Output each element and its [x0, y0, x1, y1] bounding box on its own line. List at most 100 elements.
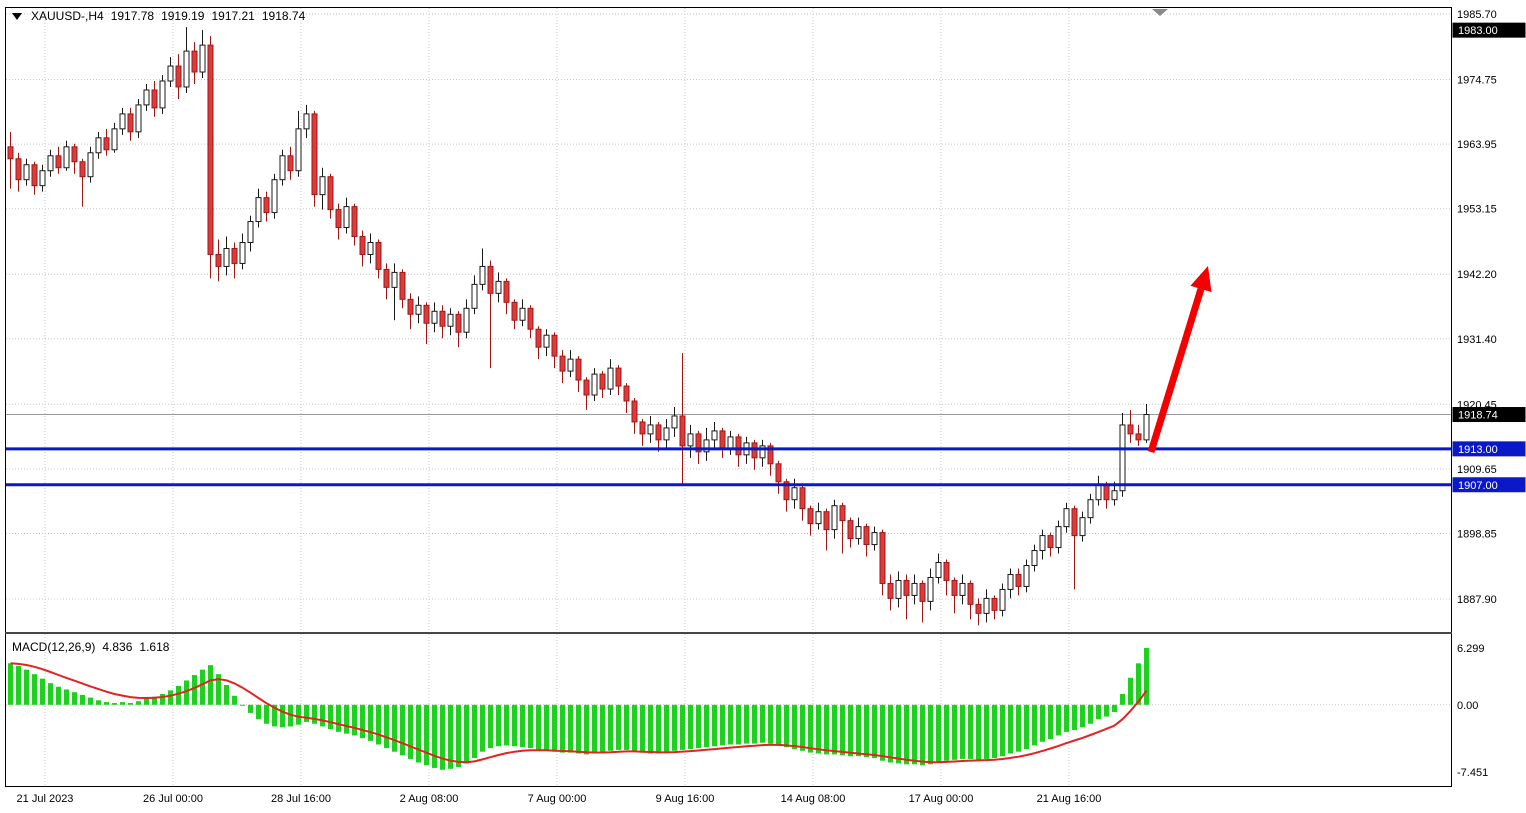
candle-body — [1103, 484, 1110, 501]
macd-bar — [928, 704, 933, 765]
macd-bar — [152, 696, 157, 705]
macd-bar — [872, 704, 877, 759]
macd-signal-line — [10, 662, 1148, 764]
candle-body — [1023, 565, 1030, 587]
candle-body — [551, 334, 558, 357]
chart-header: XAUUSD-,H4 1917.78 1919.19 1917.21 1918.… — [12, 9, 305, 23]
candle-body — [1047, 535, 1054, 549]
macd-bar — [384, 704, 389, 749]
macd-bar — [768, 704, 773, 744]
macd-bar — [560, 704, 565, 753]
macd-bar — [304, 704, 309, 722]
macd-bar — [576, 704, 581, 754]
macd-bar — [184, 680, 189, 705]
candle-body — [791, 487, 798, 501]
candle-body — [199, 44, 206, 73]
candle-body — [311, 113, 318, 196]
candle-body — [271, 179, 278, 214]
macd-bar — [392, 704, 397, 752]
candle-body — [847, 520, 854, 540]
macd-bar — [480, 704, 485, 752]
candle-body — [687, 433, 694, 447]
macd-bar — [856, 704, 861, 757]
price-axis-label: 1953.15 — [1457, 204, 1497, 216]
candle-body — [143, 89, 150, 106]
macd-bar — [904, 704, 909, 765]
macd-bar — [896, 704, 901, 764]
time-axis[interactable]: 21 Jul 2023 26 Jul 00:00 28 Jul 16:00 2 Aug… — [17, 793, 1102, 805]
candle-body — [567, 358, 574, 372]
macd-bar — [224, 684, 229, 705]
macd-bar — [368, 704, 373, 741]
price-badge — [1452, 22, 1526, 38]
macd-bar — [136, 701, 141, 705]
macd-bar — [320, 704, 325, 727]
macd-indicator-header: MACD(12,26,9) 4.836 1.618 — [12, 640, 169, 654]
candle-body — [1111, 490, 1118, 501]
candle-body — [335, 209, 342, 229]
candle-body — [639, 421, 646, 435]
candle-body — [671, 415, 678, 429]
candle-body — [111, 128, 118, 151]
macd-bar — [640, 704, 645, 753]
candle-body — [855, 526, 862, 540]
time-axis-label: 7 Aug 00:00 — [528, 793, 587, 805]
time-axis-label: 21 Aug 16:00 — [1037, 793, 1102, 805]
price-axis[interactable]: 1985.70 1974.75 1963.95 1953.15 1942.20 1931.… — [1452, 9, 1526, 779]
price-axis-label: 1909.65 — [1457, 464, 1497, 476]
macd-bar — [552, 704, 557, 752]
macd-bar — [256, 704, 261, 720]
macd-bar — [200, 669, 205, 705]
candle-body — [167, 65, 174, 82]
macd-main-value: 4.836 — [102, 640, 133, 654]
candle-body — [527, 307, 534, 330]
symbol-period-label: XAUUSD-,H4 — [31, 9, 104, 23]
candle-body — [39, 170, 46, 187]
time-axis-label: 17 Aug 00:00 — [909, 793, 974, 805]
macd-bar — [776, 704, 781, 746]
candle-body — [1135, 433, 1142, 441]
candle-body — [223, 247, 230, 267]
grid-layer — [6, 8, 1451, 786]
candle-body — [943, 562, 950, 581]
candle-body — [535, 328, 542, 348]
macd-bar — [1040, 704, 1045, 742]
candle-body — [319, 176, 326, 196]
macd-bar — [408, 704, 413, 759]
macd-bar — [168, 690, 173, 705]
chart-shift-marker-icon — [1152, 9, 1168, 16]
macd-bar — [488, 704, 493, 749]
macd-bar — [1056, 704, 1061, 736]
macd-bar — [280, 704, 285, 728]
candle-body — [599, 373, 606, 390]
candle-body — [23, 164, 30, 181]
candle-body — [1031, 550, 1038, 567]
macd-bar — [832, 704, 837, 755]
candle-body — [879, 532, 886, 584]
candle-body — [303, 113, 310, 130]
candle-body — [287, 155, 294, 172]
candle-body — [951, 579, 958, 596]
candle-body — [631, 400, 638, 423]
candle-body — [55, 155, 62, 169]
symbol-dropdown-icon[interactable] — [12, 12, 22, 20]
candle-body — [127, 113, 134, 133]
macd-bar — [416, 704, 421, 763]
candle-body — [47, 155, 54, 172]
macd-bar — [816, 704, 821, 754]
macd-bar — [736, 704, 741, 745]
price-badge — [1452, 407, 1526, 423]
candle-body — [767, 445, 774, 465]
macd-bar — [1008, 704, 1013, 754]
candle-body — [1079, 517, 1086, 537]
candle-body — [543, 334, 550, 348]
candle-body — [151, 89, 158, 109]
candle-body — [479, 265, 486, 285]
macd-bar — [424, 704, 429, 766]
macd-bar — [944, 704, 949, 761]
macd-bar — [1088, 704, 1093, 724]
candle-body — [231, 247, 238, 264]
macd-bar — [600, 704, 605, 753]
macd-histogram — [8, 647, 1149, 770]
